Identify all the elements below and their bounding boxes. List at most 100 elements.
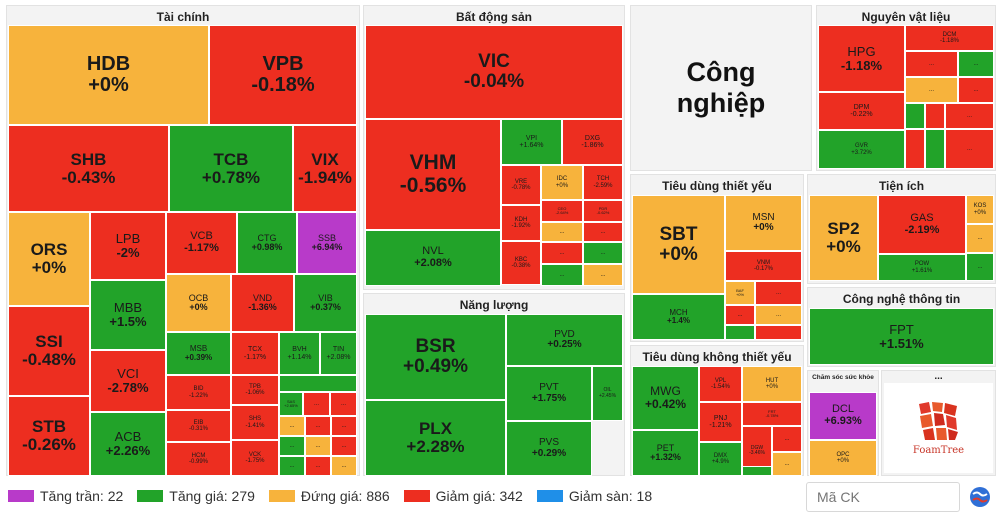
stock-cell-unlabeled[interactable]: ... (541, 264, 583, 286)
stock-cell-gvr[interactable]: GVR +3.72% (818, 130, 905, 169)
stock-cell-kos[interactable]: KOS +0% (966, 195, 994, 224)
stock-cell-dcl[interactable]: DCL +6.93% (809, 392, 877, 440)
stock-cell-unlabeled[interactable]: ... (331, 456, 357, 476)
stock-cell-unlabeled[interactable]: ... (583, 242, 623, 264)
stock-cell-pdr[interactable]: PDR -0.62% (583, 200, 623, 222)
stock-cell-unlabeled[interactable]: ... (945, 129, 994, 169)
stock-cell-ssb[interactable]: SSB +6.94% (297, 212, 357, 274)
stock-cell-vck[interactable]: VCK -1.75% (231, 440, 279, 476)
stock-cell-pnj[interactable]: PNJ -1.21% (699, 402, 742, 442)
stock-cell-vcb[interactable]: VCB -1.17% (166, 212, 237, 274)
stock-search-input[interactable] (806, 482, 960, 512)
stock-cell-ssi[interactable]: SSI -0.48% (8, 306, 90, 396)
stock-cell-vre[interactable]: VRE -0.78% (501, 165, 541, 205)
stock-cell-unlabeled[interactable]: ... (305, 456, 331, 476)
stock-cell-unlabeled[interactable]: ... (905, 77, 958, 103)
stock-cell-unlabeled[interactable] (925, 129, 945, 169)
stock-cell-unlabeled[interactable]: ... (583, 264, 623, 286)
stock-cell-unlabeled[interactable]: ... (330, 392, 357, 416)
stock-cell-pvd[interactable]: PVD +0.25% (506, 314, 623, 366)
stock-cell-unlabeled[interactable]: ... (305, 416, 331, 436)
stock-cell-unlabeled[interactable]: ... (755, 281, 802, 305)
stock-cell-ctg[interactable]: CTG +0.98% (237, 212, 297, 274)
stock-cell-eib[interactable]: EIB -0.31% (166, 410, 231, 442)
stock-cell-msn[interactable]: MSN +0% (725, 195, 802, 251)
stock-cell-hut[interactable]: HUT +0% (742, 366, 802, 402)
stock-cell-unlabeled[interactable]: ... (331, 436, 357, 456)
stock-cell-hdb[interactable]: HDB +0% (8, 25, 209, 125)
stock-cell-vci[interactable]: VCI -2.78% (90, 350, 166, 412)
stock-cell-unlabeled[interactable]: ... (725, 305, 755, 325)
stock-cell-vhm[interactable]: VHM -0.56% (365, 119, 501, 230)
stock-cell-unlabeled[interactable]: ... (541, 242, 583, 264)
stock-cell-vpl[interactable]: VPL -1.54% (699, 366, 742, 402)
stock-cell-sas[interactable]: SAS +2.65% (279, 392, 303, 416)
stock-cell-idc[interactable]: IDC +0% (541, 165, 583, 200)
group-other[interactable]: ... FoamTree (881, 370, 996, 476)
stock-cell-unlabeled[interactable]: ... (279, 436, 305, 456)
stock-cell-shb[interactable]: SHB -0.43% (8, 125, 169, 212)
stock-cell-unlabeled[interactable]: ... (583, 222, 623, 242)
stock-cell-bvh[interactable]: BVH +1.14% (279, 332, 320, 375)
stock-cell-unlabeled[interactable] (755, 325, 802, 340)
stock-cell-fpt[interactable]: FPT +1.51% (809, 308, 994, 365)
stock-cell-tin[interactable]: TIN +2.08% (320, 332, 357, 375)
stock-cell-plx[interactable]: PLX +2.28% (365, 400, 506, 476)
stock-cell-pow[interactable]: POW +1.61% (878, 254, 966, 281)
stock-cell-baf[interactable]: BAF +0% (725, 281, 755, 305)
stock-cell-unlabeled[interactable] (925, 103, 945, 129)
stock-cell-unlabeled[interactable]: ... (331, 416, 357, 436)
stock-cell-vpb[interactable]: VPB -0.18% (209, 25, 357, 125)
stock-cell-unlabeled[interactable] (279, 375, 357, 392)
stock-cell-vix[interactable]: VIX -1.94% (293, 125, 357, 212)
stock-cell-vnm[interactable]: VNM -0.17% (725, 251, 802, 281)
stock-cell-vib[interactable]: VIB +0.37% (294, 274, 357, 332)
stock-cell-unlabeled[interactable]: ... (966, 253, 994, 281)
stock-cell-unlabeled[interactable]: ... (966, 224, 994, 253)
stock-cell-shs[interactable]: SHS -1.41% (231, 405, 279, 440)
stock-cell-gas[interactable]: GAS -2.19% (878, 195, 966, 254)
stock-cell-vpi[interactable]: VPI +1.64% (501, 119, 562, 165)
stock-cell-lpb[interactable]: LPB -2% (90, 212, 166, 280)
stock-cell-unlabeled[interactable]: ... (958, 77, 994, 103)
stock-cell-msb[interactable]: MSB +0.39% (166, 332, 231, 375)
stock-cell-unlabeled[interactable] (905, 129, 925, 169)
stock-cell-nvl[interactable]: NVL +2.08% (365, 230, 501, 286)
stock-cell-vnd[interactable]: VND -1.36% (231, 274, 294, 332)
stock-cell-vic[interactable]: VIC -0.04% (365, 25, 623, 119)
stock-cell-tpb[interactable]: TPB -1.06% (231, 375, 279, 405)
stock-cell-ors[interactable]: ORS +0% (8, 212, 90, 306)
legend-item-floor[interactable]: Giảm sàn: 18 (536, 488, 652, 504)
legend-item-down[interactable]: Giảm giá: 342 (403, 488, 523, 504)
legend-item-up[interactable]: Tăng giá: 279 (137, 488, 255, 504)
stock-cell-sp2[interactable]: SP2 +0% (809, 195, 878, 281)
stock-cell-pvs[interactable]: PVS +0.29% (506, 421, 592, 476)
stock-cell-bsr[interactable]: BSR +0.49% (365, 314, 506, 400)
stock-cell-oil[interactable]: OIL +2.45% (592, 366, 623, 421)
stock-cell-unlabeled[interactable]: ... (279, 416, 305, 436)
legend-item-flat[interactable]: Đứng giá: 886 (268, 488, 390, 504)
stock-cell-stb[interactable]: STB -0.26% (8, 396, 90, 476)
stock-cell-pvt[interactable]: PVT +1.75% (506, 366, 592, 421)
stock-cell-pet[interactable]: PET +1.32% (632, 430, 699, 476)
stock-cell-unlabeled[interactable]: ... (279, 456, 305, 476)
stock-cell-mwg[interactable]: MWG +0.42% (632, 366, 699, 430)
stock-cell-mch[interactable]: MCH +1.4% (632, 294, 725, 340)
stock-cell-ceo[interactable]: CEO -2.64% (541, 200, 583, 222)
stock-cell-unlabeled[interactable]: ... (945, 103, 994, 129)
search-globe-icon[interactable] (968, 485, 992, 509)
stock-cell-unlabeled[interactable]: ... (905, 51, 958, 77)
stock-cell-unlabeled[interactable]: ... (772, 452, 802, 476)
stock-cell-dpm[interactable]: DPM -0.22% (818, 92, 905, 130)
stock-cell-hcm[interactable]: HCM -0.99% (166, 442, 231, 476)
stock-cell-frt[interactable]: FRT -0.78% (742, 402, 802, 426)
stock-cell-unlabeled[interactable] (725, 325, 755, 340)
stock-cell-acb[interactable]: ACB +2.26% (90, 412, 166, 476)
stock-cell-unlabeled[interactable] (742, 466, 772, 476)
group-cong-nghiep[interactable]: Công nghiệp (630, 5, 812, 171)
stock-cell-dcm[interactable]: DCM -1.18% (905, 25, 994, 51)
stock-cell-ocb[interactable]: OCB +0% (166, 274, 231, 332)
stock-cell-tcx[interactable]: TCX -1.17% (231, 332, 279, 375)
stock-cell-hpg[interactable]: HPG -1.18% (818, 25, 905, 92)
stock-cell-kdh[interactable]: KDH -1.92% (501, 205, 541, 241)
